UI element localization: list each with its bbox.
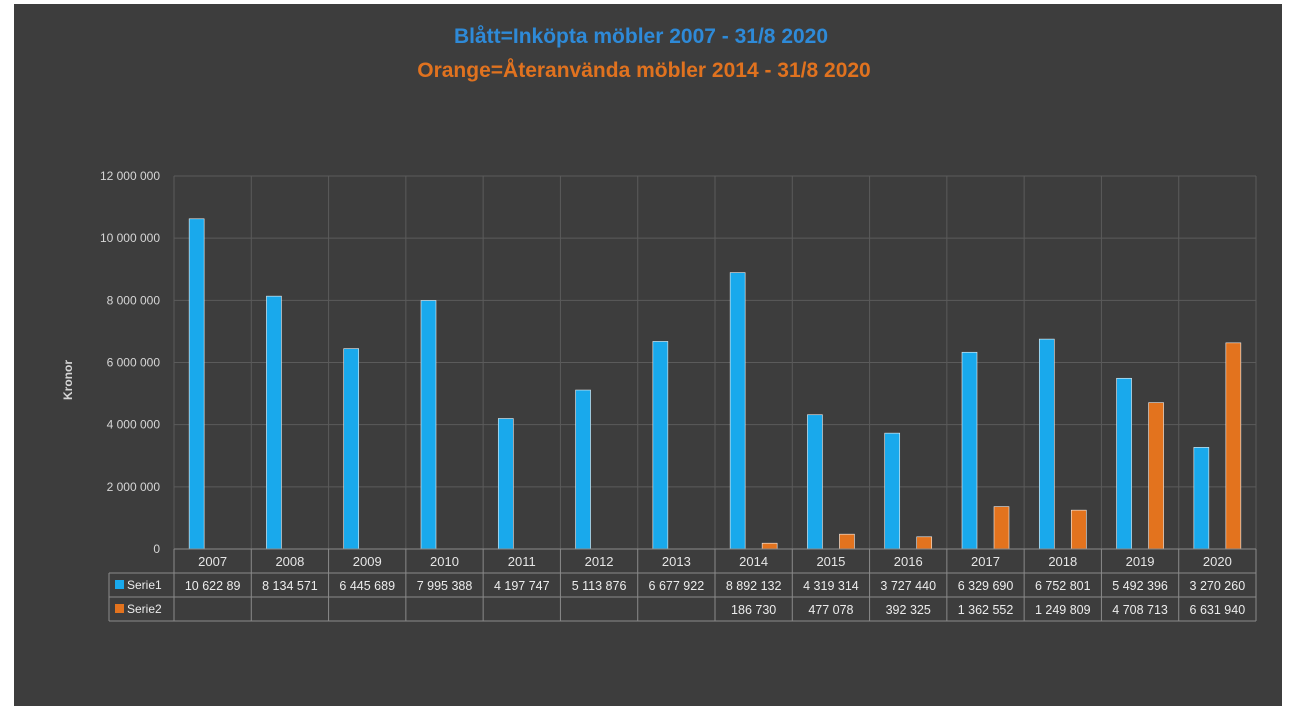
bar-serie1 bbox=[420, 300, 437, 550]
data-label-serie1: 8 892 132 bbox=[726, 579, 782, 593]
data-label-serie1: 3 270 260 bbox=[1190, 579, 1246, 593]
data-label-serie1: 6 677 922 bbox=[649, 579, 705, 593]
category-label: 2010 bbox=[430, 554, 459, 569]
bar-serie1 bbox=[343, 348, 360, 550]
legend-swatch-serie2 bbox=[115, 604, 124, 613]
data-label-serie2: 1 249 809 bbox=[1035, 603, 1091, 617]
data-label-serie1: 3 727 440 bbox=[880, 579, 936, 593]
bar-serie2 bbox=[1225, 342, 1242, 550]
bar-serie1 bbox=[1116, 377, 1132, 550]
data-label-serie1: 4 319 314 bbox=[803, 579, 859, 593]
gridlines: 0 2 000 000 4 000 000 6 000 000 8 000 000 10 … bbox=[100, 169, 1257, 556]
category-label: 2013 bbox=[662, 554, 691, 569]
data-label-serie1: 7 995 388 bbox=[417, 579, 473, 593]
category-label: 2018 bbox=[1048, 554, 1077, 569]
y-tick-label: 8 000 000 bbox=[107, 293, 161, 307]
category-label: 2008 bbox=[275, 554, 304, 569]
category-label: 2016 bbox=[894, 554, 923, 569]
bar-serie2 bbox=[1148, 402, 1164, 550]
bar-serie1 bbox=[266, 295, 282, 550]
legend-label-serie1: Serie1 bbox=[127, 578, 162, 592]
bar-serie1 bbox=[1193, 447, 1210, 550]
bar-serie1 bbox=[961, 351, 978, 550]
y-tick-label: 2 000 000 bbox=[107, 480, 161, 494]
bar-serie2 bbox=[761, 542, 778, 550]
bar-serie1 bbox=[575, 389, 591, 550]
category-label: 2020 bbox=[1203, 554, 1232, 569]
category-label: 2014 bbox=[739, 554, 768, 569]
chart-svg: Blått=Inköpta möbler 2007 - 31/8 2020 Or… bbox=[61, 25, 1257, 622]
y-axis-label: Kronor bbox=[61, 360, 75, 400]
category-label: 2012 bbox=[585, 554, 614, 569]
data-label-serie2: 392 325 bbox=[886, 603, 931, 617]
bar-serie1 bbox=[188, 218, 205, 550]
category-label: 2015 bbox=[816, 554, 845, 569]
bar-serie2 bbox=[1070, 509, 1087, 550]
bar-serie1 bbox=[497, 418, 514, 550]
y-tick-label: 6 000 000 bbox=[107, 356, 161, 370]
bar-serie1 bbox=[652, 341, 669, 550]
data-label-serie1: 6 445 689 bbox=[339, 579, 395, 593]
legend-swatch-serie1 bbox=[115, 580, 124, 589]
chart-title-line1: Blått=Inköpta möbler 2007 - 31/8 2020 bbox=[454, 25, 828, 48]
chart-title-line2: Orange=Återanvända möbler 2014 - 31/8 20… bbox=[417, 58, 870, 82]
legend-label-serie2: Serie2 bbox=[127, 602, 162, 616]
data-label-serie2: 1 362 552 bbox=[958, 603, 1014, 617]
data-label-serie1: 6 752 801 bbox=[1035, 579, 1091, 593]
data-label-serie2: 186 730 bbox=[731, 603, 776, 617]
data-label-serie2: 6 631 940 bbox=[1190, 603, 1246, 617]
y-tick-label: 10 000 000 bbox=[100, 231, 160, 245]
data-label-serie2: 4 708 713 bbox=[1112, 603, 1168, 617]
bar-serie2 bbox=[993, 506, 1010, 550]
y-tick-label: 12 000 000 bbox=[100, 169, 160, 183]
chart-frame: Blått=Inköpta möbler 2007 - 31/8 2020 Or… bbox=[14, 4, 1282, 706]
data-label-serie2: 477 078 bbox=[808, 603, 853, 617]
category-label: 2007 bbox=[198, 554, 227, 569]
data-label-serie1: 10 622 89 bbox=[185, 579, 241, 593]
data-label-serie1: 8 134 571 bbox=[262, 579, 318, 593]
y-tick-label: 4 000 000 bbox=[107, 418, 161, 432]
bar-serie1 bbox=[1038, 338, 1055, 550]
data-label-serie1: 6 329 690 bbox=[958, 579, 1014, 593]
bar-serie1 bbox=[884, 432, 901, 550]
category-label: 2019 bbox=[1126, 554, 1155, 569]
y-tick-label: 0 bbox=[153, 542, 160, 556]
data-label-serie1: 4 197 747 bbox=[494, 579, 550, 593]
data-label-serie1: 5 492 396 bbox=[1112, 579, 1168, 593]
category-label: 2009 bbox=[353, 554, 382, 569]
bar-serie1 bbox=[807, 414, 823, 550]
bars bbox=[188, 218, 1242, 550]
data-table: 2007 2008 2009 2010 2011 2012 2013 2014 2015 2016… bbox=[108, 548, 1257, 622]
bar-serie1 bbox=[729, 272, 746, 550]
bar-serie2 bbox=[839, 533, 855, 550]
data-label-serie1: 5 113 876 bbox=[572, 579, 627, 593]
bar-serie2 bbox=[916, 536, 933, 550]
category-label: 2011 bbox=[508, 554, 536, 569]
category-label: 2017 bbox=[971, 554, 1000, 569]
